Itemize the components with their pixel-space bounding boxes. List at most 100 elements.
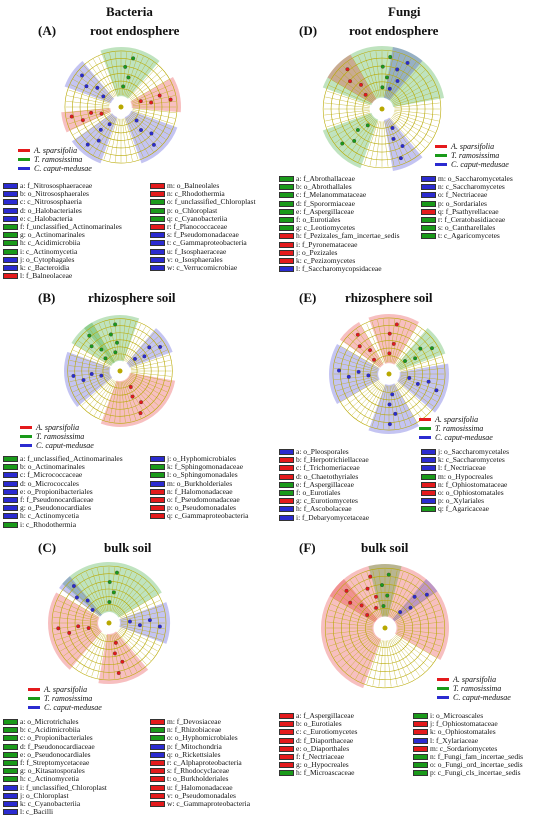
clade-highlight [368,383,419,434]
taxon-label: j: f_Ophiostomataceae [430,719,498,729]
taxon-color-box [279,266,294,273]
branch-line [358,55,378,98]
branch-line [72,349,110,367]
branch-line [86,571,105,613]
taxon-key-item: j: o_Saccharomycetales [421,447,510,456]
taxon-color-box [150,792,165,799]
taxon-key-item: h: c_Actinomycetia [3,775,107,783]
taxon-key-item: c: f_Trichomeriaceae [279,464,369,472]
taxon-color-box [413,762,428,769]
branch-line [111,634,121,678]
branch-line [124,323,142,361]
branch-line [73,112,111,135]
branch-line [83,65,114,99]
taxon-label: w: c_Gammaproteobacteria [167,798,251,808]
taxon-label: j: o_Saccharomycetales [438,447,510,456]
branch-line [388,571,404,617]
legend-swatch [419,427,431,430]
taxon-label: g: o_Actinomarinales [20,230,85,240]
clade-highlight [100,46,160,99]
taxon-color-box [3,727,18,734]
branch-line [109,52,119,96]
biomarker-node [387,402,392,407]
taxa-key-right: j: o_Saccharomycetales k: c_Saccharomycet… [421,447,510,514]
taxon-key-item: f: o_Eurotiales [279,215,400,224]
taxon-key-item: p: o_Pseudomonadales [150,503,248,512]
legend-swatch [20,435,32,438]
branch-line [116,631,147,665]
taxon-label: q: c_Cyanobacteriia [167,213,228,223]
branch-line [396,332,427,366]
group-legend: A. sparsifolia T. ramosissima C. caput-med… [28,685,102,712]
clade-highlight [383,46,423,101]
biomarker-node [348,600,353,605]
taxon-color-box [279,481,294,488]
taxon-key-item: b: o_Nitrososphaerales [3,189,122,198]
taxon-label: k: c_Saccharomycetes [438,455,505,465]
branch-line [69,360,110,369]
biomarker-node [56,626,61,631]
taxon-label: h: f_Ascobolaceae [296,504,352,514]
taxon-label: j: o_Cytophagales [20,254,75,264]
taxon-color-box [150,207,165,214]
branch-line [53,616,98,622]
branch-line [129,69,163,100]
taxon-label: m: o_Balneolales [167,181,220,190]
branch-line [341,636,376,668]
branch-line [125,117,144,158]
biomarker-node [138,99,143,104]
biomarker-node [355,128,360,132]
branch-line [395,598,437,622]
branch-line [347,62,375,100]
taxon-label: i: f_unclassified_Chloroplast [20,782,107,792]
taxon-color-box [150,751,165,758]
biomarker-node [130,394,135,399]
branch-line [328,631,374,647]
branch-line [328,85,371,105]
branch-line [389,639,410,682]
branch-line [110,567,116,612]
taxon-label: b: f_Herpotrichiellaceae [296,455,369,465]
biomarker-node [157,624,162,629]
taxon-label: m: o_Hypocreales [438,471,493,481]
taxon-color-box [279,225,294,232]
biomarker-node [69,114,74,119]
branch-line [131,112,169,135]
branch-line [130,349,168,367]
taxon-color-box [3,248,18,255]
branch-line [131,111,172,130]
panel-label: (B) [38,290,56,305]
branch-line [334,362,378,372]
taxon-color-box [3,497,18,504]
taxon-color-box [3,232,18,239]
taxon-label: g: c_Leotiomycetes [296,223,355,233]
taxon-label: e: o_Diaporthales [296,743,350,753]
taxon-color-box [413,721,428,728]
branch-line [126,117,149,155]
taxon-color-box [150,743,165,750]
branch-line [131,79,169,102]
taxon-key-item: l: f_Xylariaceae [413,736,523,745]
branch-line [375,121,381,167]
branch-line [119,600,161,619]
branch-line [383,51,389,97]
taxon-key-item: m: f_Devosiaceae [150,717,250,726]
taxon-label: q: f_Agaricaceae [438,504,490,514]
legend-entry: C. caput-medusae [419,433,493,442]
taxon-key-item: v: o_Pseudomonadales [150,791,250,800]
biomarker-node [386,572,391,577]
branch-line [128,377,162,402]
biomarker-node [89,110,94,115]
taxon-label: p: c_Fungi_cls_incertae_sedis [430,768,521,778]
taxon-color-box [3,784,18,791]
taxon-key-item: i: f_Pyronemataceae [279,240,400,249]
taxon-key-item: o: o_Hyphomicrobiales [150,734,250,742]
biomarker-node [398,610,403,614]
branch-line [393,323,412,364]
taxa-key-left: a: f_Aspergillaceae b: o_Eurotiales c: c_E… [279,711,357,778]
taxon-key-item: i: f_Debaryomycetaceae [279,513,369,522]
taxon-color-box [3,480,18,487]
taxon-color-box [3,264,18,271]
branch-line [63,629,100,657]
taxonomy-ring [67,318,173,424]
